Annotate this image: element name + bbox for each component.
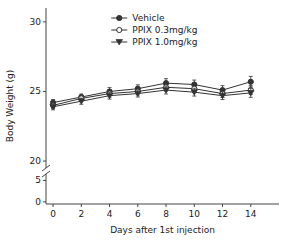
- y-tick: [43, 180, 46, 181]
- error-bar-cap: [249, 97, 253, 98]
- panel: 20 25 30 Body Weight (g) Vehicle PPIX 0.3mg/k…: [5, 8, 254, 171]
- x-tick-label: 12: [217, 209, 228, 219]
- point: [248, 79, 253, 84]
- series-line: [53, 87, 251, 105]
- x-tick-label: 10: [189, 209, 201, 219]
- y-tick: [43, 161, 46, 162]
- error-bar-cap: [164, 83, 168, 84]
- y-tick-label: 20: [30, 156, 42, 166]
- error-bar-cap: [249, 85, 253, 86]
- error-bar-cap: [221, 91, 225, 92]
- error-bar: [164, 79, 168, 88]
- y-tick: [43, 91, 46, 92]
- x-tick: [166, 204, 167, 207]
- y-tick: [43, 21, 46, 22]
- error-bar-cap: [136, 88, 140, 89]
- x-tick-label: 2: [78, 209, 84, 219]
- error-bar-cap: [108, 92, 112, 93]
- point: [248, 90, 254, 95]
- error-bar-cap: [108, 90, 112, 91]
- y-axis-line: [46, 174, 47, 204]
- y-axis-label: Body Weight (g): [5, 70, 15, 143]
- x-tick-label: 8: [163, 209, 169, 219]
- point: [163, 88, 169, 93]
- x-tick: [81, 204, 82, 207]
- panel: 0 5 0 2 4 6 8 10 12 14 Days after 1st injection: [35, 171, 279, 235]
- point: [106, 93, 112, 98]
- point: [135, 91, 141, 96]
- error-bar-cap: [221, 85, 225, 86]
- x-tick: [53, 204, 54, 207]
- point: [78, 99, 84, 104]
- error-bar-cap: [136, 84, 140, 85]
- y-tick-label: 25: [30, 86, 41, 96]
- axis-break: [42, 171, 50, 177]
- legend-label: Vehicle: [132, 13, 165, 23]
- x-tick-label: 4: [107, 209, 113, 219]
- legend-label: PPIX 0.3mg/kg: [132, 25, 197, 35]
- x-tick-label: 0: [50, 209, 56, 219]
- error-bar-cap: [136, 90, 140, 91]
- error-bar-cap: [164, 78, 168, 79]
- legend-label: PPIX 1.0mg/kg: [132, 37, 197, 47]
- error-bar-cap: [249, 76, 253, 77]
- error-bar-cap: [192, 88, 196, 89]
- x-tick: [250, 204, 251, 207]
- error-bar-cap: [164, 86, 168, 87]
- series-group: [50, 76, 254, 109]
- legend-marker: [116, 40, 122, 45]
- x-tick: [222, 204, 223, 207]
- y-axis-line: [46, 8, 47, 168]
- y-tick-label: 5: [35, 175, 41, 185]
- point: [50, 104, 56, 109]
- point: [219, 93, 225, 98]
- axis-break: [42, 165, 50, 171]
- series-line: [53, 90, 251, 107]
- error-bar-cap: [221, 89, 225, 90]
- y-tick: [43, 201, 46, 202]
- error-bar-cap: [192, 80, 196, 81]
- point: [191, 90, 197, 95]
- legend: Vehicle PPIX 0.3mg/kg PPIX 1.0mg/kg: [111, 13, 197, 47]
- error-bar-cap: [249, 88, 253, 89]
- x-tick: [109, 204, 110, 207]
- error-bar-cap: [192, 84, 196, 85]
- x-tick: [137, 204, 138, 207]
- y-tick-label: 0: [35, 197, 41, 207]
- x-tick: [194, 204, 195, 207]
- y-tick-label: 30: [30, 17, 42, 27]
- legend-marker: [117, 15, 122, 20]
- error-bar: [249, 76, 253, 87]
- error-bar-cap: [108, 87, 112, 88]
- x-tick-label: 6: [135, 209, 141, 219]
- x-tick-label: 14: [245, 209, 257, 219]
- x-axis-label: Days after 1st injection: [110, 225, 215, 235]
- legend-marker: [117, 27, 122, 32]
- chart: 202530Body Weight (g)VehiclePPIX 0.3mg/k…: [0, 0, 289, 244]
